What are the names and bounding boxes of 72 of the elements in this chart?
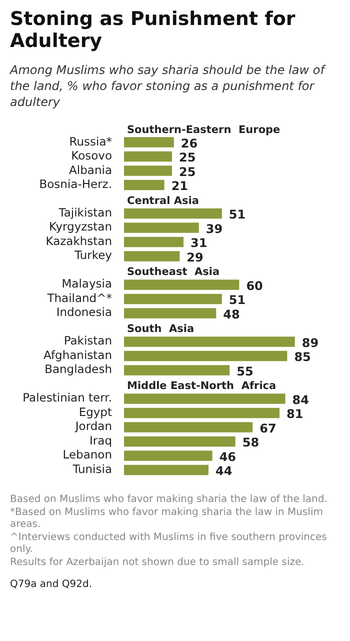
chart-title: Stoning as Punishment for Adultery <box>10 8 296 52</box>
data-label: 25 <box>179 150 196 165</box>
bar <box>124 236 184 248</box>
data-label: 51 <box>228 208 246 222</box>
bar <box>124 336 295 347</box>
text: Results for Azerbaijan not shown due to small sample size. <box>10 556 306 569</box>
data-label: 55 <box>236 364 254 378</box>
y-tick-label: Malaysia <box>62 276 112 291</box>
y-tick-label: Southeast Asia <box>127 266 220 278</box>
data-label: 51 <box>228 293 246 308</box>
bar <box>124 222 199 233</box>
y-tick-label: Tunisia <box>72 462 112 476</box>
text: Q79a and Q92d. <box>10 579 94 592</box>
y-tick-label: Kosovo <box>71 148 112 163</box>
text: *Based on Muslims who favor making sharia the law in Muslim areas. <box>10 506 324 532</box>
bar <box>124 251 180 262</box>
bar <box>124 280 240 290</box>
bar <box>124 308 216 318</box>
data-label: 46 <box>219 450 236 464</box>
data-label: 85 <box>294 350 311 364</box>
bar <box>124 151 172 162</box>
data-label: 25 <box>179 164 196 179</box>
bar <box>124 365 230 376</box>
y-tick-label: Bangladesh <box>44 362 112 376</box>
y-tick-label: Pakistan <box>64 334 112 348</box>
y-tick-label: Tajikistan <box>58 205 112 220</box>
data-label: 58 <box>242 436 260 450</box>
text: Based on Muslims who favor making sharia the law of the land. <box>10 494 328 506</box>
text: ^Interviews conducted with Muslims in five southern provinces only. <box>10 532 328 556</box>
data-label: 81 <box>286 407 304 422</box>
bar <box>124 180 164 190</box>
y-tick-label: Jordan <box>74 419 112 434</box>
data-label: 31 <box>190 236 208 250</box>
data-label: 39 <box>206 222 223 236</box>
bar <box>124 294 222 304</box>
y-tick-label: Bosnia-Herz. <box>39 177 112 191</box>
bar <box>124 436 236 447</box>
data-label: 29 <box>186 250 204 264</box>
data-label: 60 <box>246 278 263 293</box>
bar <box>124 464 208 476</box>
bar <box>124 450 212 461</box>
y-tick-label: Southern-Eastern Europe <box>127 124 280 136</box>
data-label: 89 <box>302 336 319 350</box>
y-tick-label: Albania <box>69 162 112 177</box>
y-tick-label: Indonesia <box>56 305 112 320</box>
data-label: 26 <box>180 136 198 150</box>
y-tick-label: Lebanon <box>62 448 112 462</box>
y-tick-label: Kyrgyzstan <box>48 220 112 234</box>
y-tick-label: Egypt <box>78 404 112 419</box>
y-tick-label: Afghanistan <box>44 348 112 362</box>
y-tick-label: Iraq <box>90 433 112 448</box>
chart-subtitle: Among Muslims who say sharia should be the law of the land, % who favor stoning as a punishment for adultery <box>10 62 327 110</box>
bar <box>124 208 222 219</box>
data-label: 67 <box>260 421 276 436</box>
y-tick-label: Central Asia <box>127 195 199 207</box>
y-tick-label: Russia* <box>69 134 112 148</box>
y-tick-label: Thailand^* <box>46 290 112 305</box>
y-tick-label: Middle East-North Africa <box>127 380 276 392</box>
bar <box>124 166 172 176</box>
y-tick-label: South Asia <box>127 323 194 336</box>
bar <box>124 394 286 404</box>
bar <box>124 137 174 148</box>
bar <box>124 408 280 418</box>
data-label: 21 <box>171 179 188 194</box>
y-tick-label: Palestinian terr. <box>22 390 112 405</box>
data-label: 84 <box>292 392 309 407</box>
bar <box>124 422 253 432</box>
data-label: 44 <box>215 464 232 478</box>
y-tick-label: Kazakhstan <box>46 234 112 248</box>
y-tick-label: Turkey <box>74 248 112 262</box>
bar <box>124 350 288 362</box>
data-label: 48 <box>223 307 240 322</box>
